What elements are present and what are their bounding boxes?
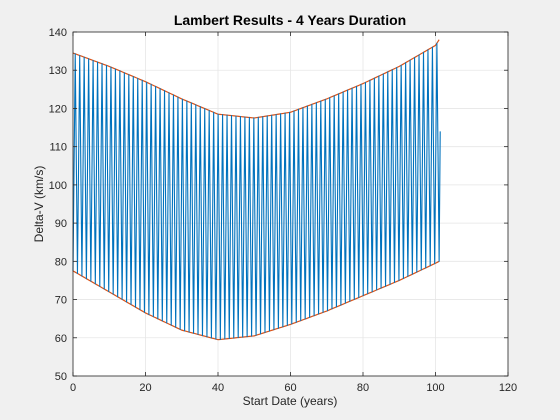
y-tick-label: 50	[55, 371, 67, 383]
x-axis-label: Start Date (years)	[243, 394, 338, 408]
x-tick-label: 80	[357, 382, 369, 394]
y-axis-label: Delta-V (km/s)	[32, 166, 46, 243]
y-tick-label: 90	[55, 218, 67, 230]
x-tick-label: 60	[284, 382, 296, 394]
y-tick-label: 80	[55, 256, 67, 268]
ticks: 0 20 40 60 80 100 120 50 60 70 80 90 100 110 120 130 140	[49, 27, 518, 394]
y-tick-label: 100	[49, 180, 67, 192]
x-tick-label: 120	[499, 382, 517, 394]
y-tick-label: 70	[55, 295, 67, 307]
x-tick-label: 20	[139, 382, 151, 394]
y-tick-label: 120	[49, 103, 67, 115]
y-tick-label: 140	[49, 27, 67, 39]
y-tick-label: 110	[49, 142, 67, 154]
x-tick-label: 0	[70, 382, 76, 394]
x-tick-label: 40	[212, 382, 224, 394]
x-tick-label: 100	[426, 382, 444, 394]
plot-area	[72, 39, 441, 341]
y-tick-label: 130	[49, 65, 67, 77]
series-line-0	[72, 42, 441, 340]
chart-title: Lambert Results - 4 Years Duration	[174, 12, 406, 28]
y-tick-label: 60	[55, 333, 67, 345]
envelope-line-upper	[72, 39, 440, 119]
